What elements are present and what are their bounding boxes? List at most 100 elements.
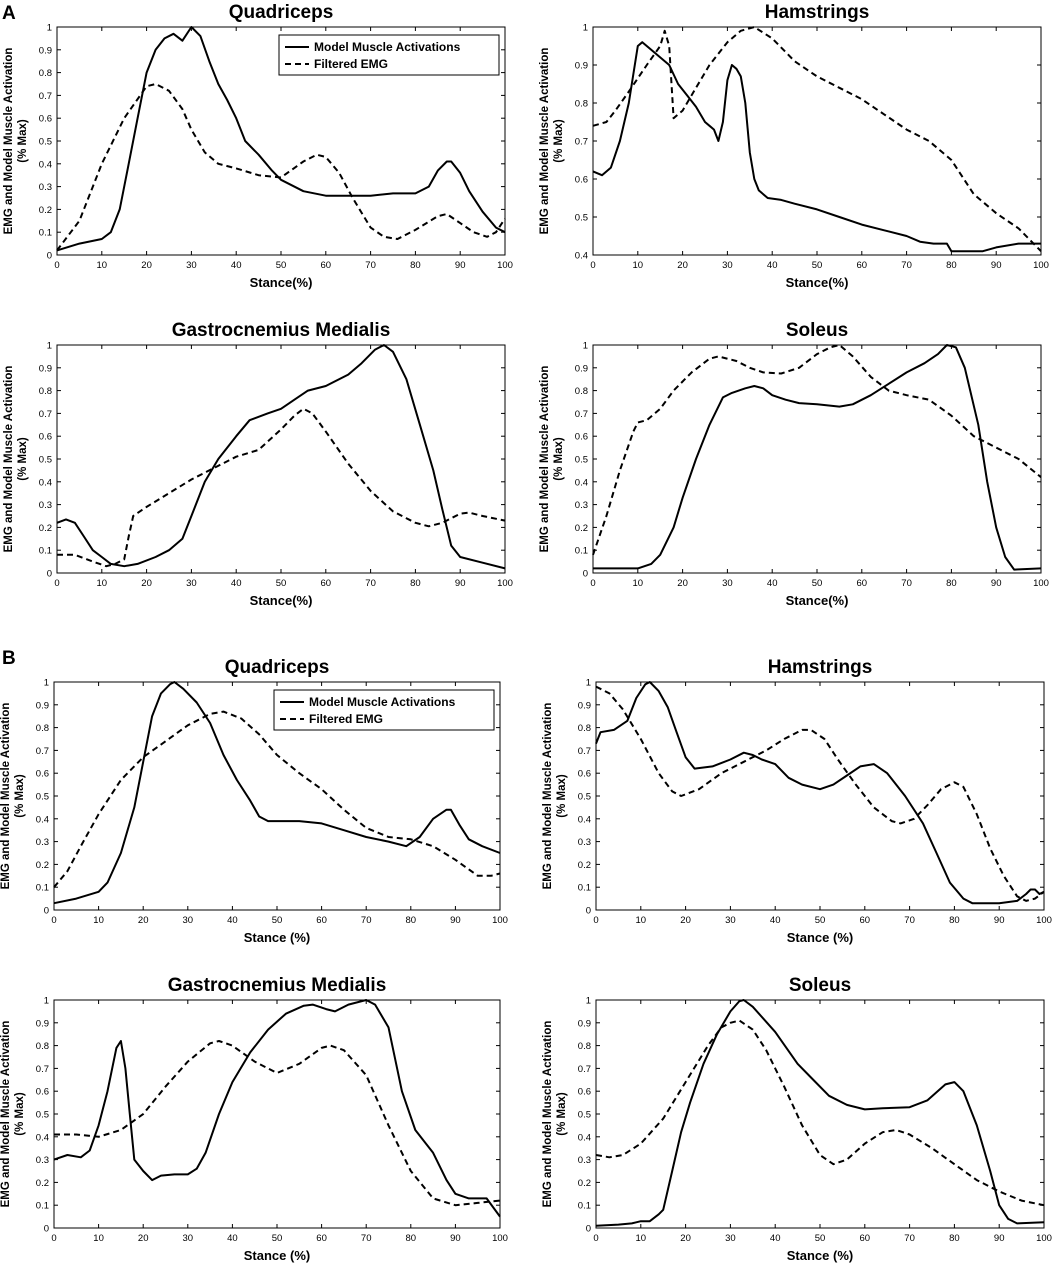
chart-title: Hamstrings bbox=[765, 2, 870, 23]
chart-title: Gastrocnemius Medialis bbox=[172, 320, 391, 341]
legend-label: Model Muscle Activations bbox=[309, 695, 456, 709]
x-tick-label: 60 bbox=[860, 1233, 871, 1244]
y-tick-label: 0.5 bbox=[578, 1110, 591, 1121]
x-tick-label: 0 bbox=[593, 915, 598, 926]
x-tick-label: 0 bbox=[590, 578, 595, 589]
x-tick-label: 40 bbox=[227, 915, 238, 926]
x-tick-label: 40 bbox=[767, 578, 778, 589]
y-tick-label: 0.8 bbox=[575, 386, 588, 397]
x-tick-label: 90 bbox=[991, 578, 1002, 589]
y-tick-label: 0.5 bbox=[575, 213, 588, 224]
x-tick-label: 60 bbox=[316, 1233, 327, 1244]
y-tick-label: 0.8 bbox=[36, 1041, 49, 1052]
x-tick-label: 30 bbox=[183, 915, 194, 926]
plot-area bbox=[595, 999, 1045, 1229]
y-tick-label: 0.9 bbox=[39, 363, 52, 374]
chart-title: Soleus bbox=[789, 975, 851, 996]
y-tick-label: 0.5 bbox=[36, 792, 49, 803]
y-tick-label: 0.8 bbox=[39, 386, 52, 397]
chart-B2: Hamstrings 0 10 20 30 40 50 60 70 80 90 100 0 0.1 0.2 0… bbox=[542, 657, 1052, 945]
y-tick-label: 1 bbox=[586, 678, 591, 689]
series-filtered-emg bbox=[595, 685, 1045, 902]
legend: Model Muscle Activations Filtered EMG bbox=[273, 689, 495, 731]
y-tick-label: 0.1 bbox=[575, 546, 588, 557]
y-axis-label: EMG and Model Muscle Activation bbox=[0, 1021, 12, 1208]
x-tick-label: 100 bbox=[497, 260, 513, 271]
x-tick-label: 40 bbox=[227, 1233, 238, 1244]
y-tick-label: 0.8 bbox=[578, 723, 591, 734]
y-tick-label: 0.7 bbox=[578, 746, 591, 757]
x-tick-label: 10 bbox=[636, 1233, 647, 1244]
y-tick-label: 0 bbox=[47, 569, 52, 580]
y-tick-label: 0.4 bbox=[36, 1132, 49, 1143]
y-tick-label: 1 bbox=[47, 23, 52, 34]
x-tick-label: 10 bbox=[97, 260, 108, 271]
y-tick-label: 0.8 bbox=[575, 99, 588, 110]
y-tick-label: 0.2 bbox=[578, 1178, 591, 1189]
x-axis-label: Stance(%) bbox=[250, 275, 313, 290]
plot-area bbox=[595, 681, 1045, 911]
y-tick-label: 0.3 bbox=[39, 500, 52, 511]
y-tick-label: 0.3 bbox=[36, 837, 49, 848]
x-tick-label: 90 bbox=[455, 260, 466, 271]
chart-title: Hamstrings bbox=[768, 657, 873, 678]
x-tick-label: 30 bbox=[183, 1233, 194, 1244]
y-tick-label: 0.7 bbox=[575, 409, 588, 420]
y-tick-label: 1 bbox=[586, 996, 591, 1007]
x-tick-label: 100 bbox=[1036, 915, 1052, 926]
x-tick-label: 40 bbox=[767, 260, 778, 271]
x-axis-label: Stance (%) bbox=[787, 1248, 853, 1263]
x-tick-label: 50 bbox=[272, 915, 283, 926]
y-tick-label: 0.4 bbox=[39, 159, 52, 170]
y-tick-label: 0.6 bbox=[575, 432, 588, 443]
chart-title: Soleus bbox=[786, 320, 848, 341]
y-tick-label: 0.8 bbox=[39, 68, 52, 79]
x-tick-label: 80 bbox=[946, 260, 957, 271]
y-tick-label: 0.1 bbox=[578, 1201, 591, 1212]
plot-area bbox=[592, 344, 1042, 574]
y-tick-label: 0 bbox=[583, 569, 588, 580]
x-tick-label: 40 bbox=[770, 1233, 781, 1244]
series-model-activation bbox=[593, 344, 1042, 571]
y-tick-label: 0.1 bbox=[39, 546, 52, 557]
x-tick-label: 0 bbox=[54, 578, 59, 589]
x-axis-label: Stance (%) bbox=[244, 1248, 310, 1263]
y-tick-label: 0.4 bbox=[578, 1132, 591, 1143]
x-tick-label: 30 bbox=[725, 915, 736, 926]
y-tick-label: 0.5 bbox=[36, 1110, 49, 1121]
x-tick-label: 50 bbox=[815, 1233, 826, 1244]
x-tick-label: 100 bbox=[492, 1233, 508, 1244]
y-tick-label: 0.7 bbox=[36, 746, 49, 757]
y-axis-label-units: (% Max) bbox=[553, 119, 565, 163]
x-tick-label: 70 bbox=[904, 915, 915, 926]
y-tick-label: 0.7 bbox=[575, 137, 588, 148]
x-tick-label: 100 bbox=[1033, 578, 1049, 589]
chart-A4: Soleus 0 10 20 30 40 50 60 70 80 90 100 0 0.1 0.2 0.3 0.… bbox=[539, 320, 1049, 608]
y-tick-label: 0.9 bbox=[36, 1018, 49, 1029]
x-tick-label: 10 bbox=[633, 260, 644, 271]
y-tick-label: 0.8 bbox=[36, 723, 49, 734]
y-tick-label: 1 bbox=[583, 23, 588, 34]
x-tick-label: 80 bbox=[406, 1233, 417, 1244]
y-tick-label: 0.6 bbox=[36, 1087, 49, 1098]
x-tick-label: 20 bbox=[141, 578, 152, 589]
x-tick-label: 10 bbox=[636, 915, 647, 926]
x-tick-label: 80 bbox=[410, 578, 421, 589]
y-tick-label: 1 bbox=[47, 341, 52, 352]
y-tick-label: 0.6 bbox=[39, 114, 52, 125]
y-tick-label: 0.5 bbox=[575, 455, 588, 466]
y-axis-label: EMG and Model Muscle Activation bbox=[539, 48, 551, 235]
y-tick-label: 0.4 bbox=[39, 477, 52, 488]
x-tick-label: 70 bbox=[365, 578, 376, 589]
x-tick-label: 50 bbox=[812, 260, 823, 271]
y-tick-label: 0.1 bbox=[36, 883, 49, 894]
y-tick-label: 0.2 bbox=[36, 860, 49, 871]
x-tick-label: 90 bbox=[450, 915, 461, 926]
y-tick-label: 0.4 bbox=[36, 814, 49, 825]
legend: Model Muscle Activations Filtered EMG bbox=[278, 34, 500, 76]
y-tick-label: 0.7 bbox=[39, 91, 52, 102]
x-tick-label: 20 bbox=[677, 578, 688, 589]
x-tick-label: 0 bbox=[590, 260, 595, 271]
